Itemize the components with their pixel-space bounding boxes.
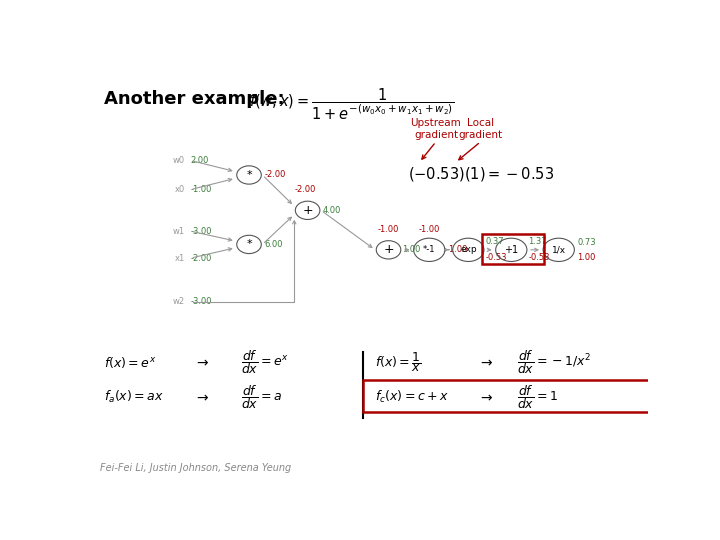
Text: $f(x)=e^x$: $f(x)=e^x$	[104, 355, 156, 369]
Text: Another example:: Another example:	[104, 90, 284, 108]
Text: $\dfrac{df}{dx}=a$: $\dfrac{df}{dx}=a$	[240, 383, 282, 411]
Text: +: +	[302, 204, 313, 217]
Text: 1.00: 1.00	[577, 253, 595, 262]
Text: $\rightarrow$: $\rightarrow$	[194, 390, 210, 404]
Text: $f(x)=\dfrac{1}{x}$: $f(x)=\dfrac{1}{x}$	[374, 350, 421, 374]
Text: w1: w1	[173, 227, 185, 235]
Text: Fei-Fei Li, Justin Johnson, Serena Yeung: Fei-Fei Li, Justin Johnson, Serena Yeung	[100, 463, 292, 473]
Text: 0.73: 0.73	[577, 238, 595, 247]
Text: 2.00: 2.00	[190, 156, 209, 165]
Text: $f_c(x)=c+x$: $f_c(x)=c+x$	[374, 389, 449, 406]
Text: -2.00: -2.00	[294, 185, 315, 194]
Text: -0.53: -0.53	[485, 253, 507, 262]
Text: *: *	[246, 170, 252, 180]
Text: 1.37: 1.37	[528, 237, 547, 246]
Text: *: *	[246, 239, 252, 249]
Text: Upstream
gradient: Upstream gradient	[410, 118, 462, 140]
Text: w0: w0	[173, 156, 185, 165]
Text: $\dfrac{df}{dx}=1$: $\dfrac{df}{dx}=1$	[517, 383, 558, 411]
Text: $f(w,x)=\dfrac{1}{1+e^{-(w_0x_0+w_1x_1+w_2)}}$: $f(w,x)=\dfrac{1}{1+e^{-(w_0x_0+w_1x_1+w…	[249, 86, 454, 122]
Text: -3.00: -3.00	[190, 227, 212, 235]
Text: -2.00: -2.00	[190, 254, 212, 262]
Text: w2: w2	[173, 298, 185, 306]
Text: $f_a(x)=ax$: $f_a(x)=ax$	[104, 389, 163, 406]
Text: -1.00: -1.00	[190, 185, 212, 194]
Text: exp: exp	[460, 245, 477, 254]
Text: 1/x: 1/x	[552, 245, 566, 254]
Text: $\dfrac{df}{dx}=e^x$: $\dfrac{df}{dx}=e^x$	[240, 348, 289, 376]
Text: -2.00: -2.00	[264, 171, 285, 179]
Text: +1: +1	[504, 245, 518, 255]
Text: x1: x1	[175, 254, 185, 262]
Text: *-1: *-1	[423, 245, 436, 254]
Text: +: +	[383, 244, 394, 256]
Text: 6.00: 6.00	[264, 240, 282, 249]
Text: x0: x0	[175, 185, 185, 194]
Text: $\rightarrow$: $\rightarrow$	[194, 355, 210, 369]
Text: -3.00: -3.00	[190, 298, 212, 306]
Text: $(-0.53)(1)=-0.53$: $(-0.53)(1)=-0.53$	[408, 165, 554, 183]
Text: 4.00: 4.00	[323, 206, 341, 215]
Text: -1.00: -1.00	[418, 225, 440, 234]
Text: 1.00: 1.00	[402, 245, 421, 254]
Text: -0.53: -0.53	[528, 253, 550, 262]
Text: $\dfrac{df}{dx}=-1/x^2$: $\dfrac{df}{dx}=-1/x^2$	[517, 348, 591, 376]
Text: $\rightarrow$: $\rightarrow$	[478, 390, 494, 404]
Text: -1.00: -1.00	[446, 245, 468, 254]
Text: -1.00: -1.00	[378, 225, 399, 234]
Text: Local
gradient: Local gradient	[459, 118, 503, 140]
Text: 0.37: 0.37	[485, 237, 504, 246]
Text: $\rightarrow$: $\rightarrow$	[478, 355, 494, 369]
